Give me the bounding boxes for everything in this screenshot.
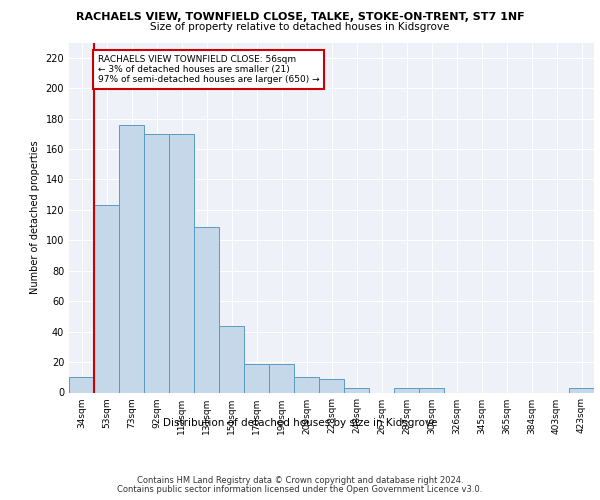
Bar [194, 226, 219, 392]
Text: Size of property relative to detached houses in Kidsgrove: Size of property relative to detached ho… [151, 22, 449, 32]
Bar [94, 206, 119, 392]
Y-axis label: Number of detached properties: Number of detached properties [30, 140, 40, 294]
Bar [119, 124, 144, 392]
Text: Distribution of detached houses by size in Kidsgrove: Distribution of detached houses by size … [163, 418, 437, 428]
Bar [269, 364, 294, 392]
Bar [169, 134, 194, 392]
Bar [219, 326, 244, 392]
Bar [419, 388, 444, 392]
Bar [144, 134, 169, 392]
Bar [394, 388, 419, 392]
Bar [244, 364, 269, 392]
Text: RACHAELS VIEW TOWNFIELD CLOSE: 56sqm
← 3% of detached houses are smaller (21)
97: RACHAELS VIEW TOWNFIELD CLOSE: 56sqm ← 3… [98, 54, 319, 84]
Text: Contains HM Land Registry data © Crown copyright and database right 2024.: Contains HM Land Registry data © Crown c… [137, 476, 463, 485]
Bar [294, 378, 319, 392]
Bar [319, 379, 344, 392]
Text: RACHAELS VIEW, TOWNFIELD CLOSE, TALKE, STOKE-ON-TRENT, ST7 1NF: RACHAELS VIEW, TOWNFIELD CLOSE, TALKE, S… [76, 12, 524, 22]
Bar [344, 388, 369, 392]
Text: Contains public sector information licensed under the Open Government Licence v3: Contains public sector information licen… [118, 485, 482, 494]
Bar [69, 378, 94, 392]
Bar [569, 388, 594, 392]
